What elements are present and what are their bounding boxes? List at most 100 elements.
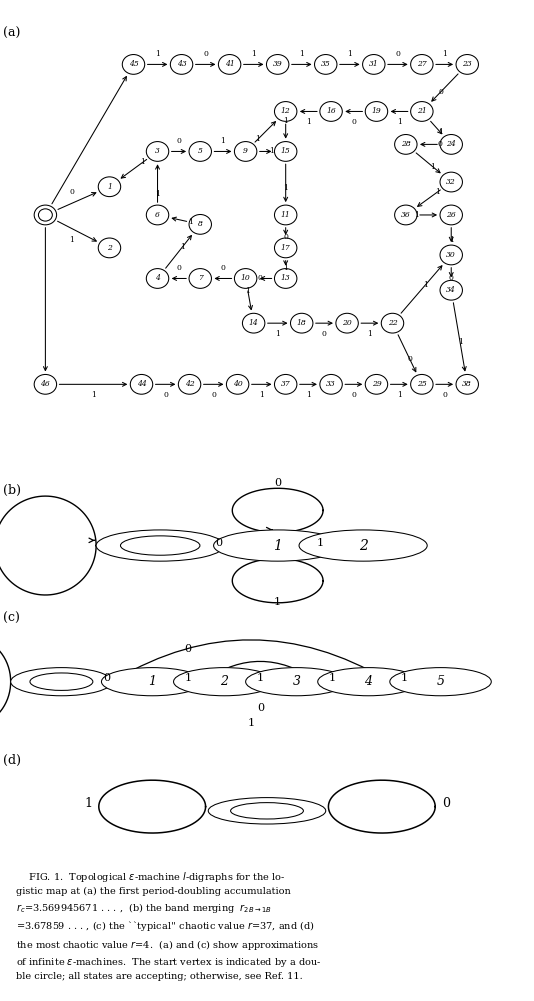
Circle shape — [274, 374, 297, 394]
Circle shape — [266, 54, 289, 74]
Circle shape — [38, 209, 52, 221]
Circle shape — [456, 374, 478, 394]
Text: 1: 1 — [397, 390, 402, 398]
Text: 8: 8 — [198, 220, 203, 228]
Circle shape — [274, 101, 297, 121]
Circle shape — [226, 374, 249, 394]
Circle shape — [456, 54, 478, 74]
Circle shape — [290, 313, 313, 333]
Circle shape — [234, 268, 257, 288]
Text: 1: 1 — [458, 338, 462, 346]
Text: 1: 1 — [414, 211, 419, 219]
Text: 2: 2 — [107, 244, 112, 252]
Circle shape — [121, 536, 200, 556]
Text: 0: 0 — [221, 264, 225, 272]
Text: 1: 1 — [91, 390, 96, 398]
Text: 1: 1 — [367, 329, 372, 337]
Text: 0: 0 — [395, 50, 400, 58]
Text: 1: 1 — [317, 538, 324, 548]
Circle shape — [320, 101, 342, 121]
Text: 41: 41 — [225, 60, 234, 68]
Text: FIG. 1.  Topological $\varepsilon$-machine $l$-digraphs for the lo-
gistic map a: FIG. 1. Topological $\varepsilon$-machin… — [16, 870, 321, 981]
Text: 0: 0 — [351, 390, 356, 398]
Text: 1: 1 — [84, 797, 92, 810]
Text: 33: 33 — [326, 380, 336, 388]
Text: 5: 5 — [198, 147, 203, 155]
Text: 0: 0 — [283, 232, 288, 240]
Text: 1: 1 — [155, 189, 160, 197]
Text: 45: 45 — [129, 60, 138, 68]
Circle shape — [411, 101, 433, 121]
Text: 14: 14 — [249, 319, 258, 327]
Text: 17: 17 — [281, 244, 290, 252]
Circle shape — [440, 280, 462, 300]
Text: 19: 19 — [372, 107, 381, 115]
Circle shape — [189, 268, 211, 288]
Text: 0: 0 — [215, 538, 223, 548]
Circle shape — [189, 141, 211, 161]
Circle shape — [381, 313, 404, 333]
Text: 1: 1 — [329, 674, 336, 684]
Text: 18: 18 — [297, 319, 307, 327]
Text: 7: 7 — [198, 274, 203, 282]
Text: 0: 0 — [322, 329, 327, 337]
Text: 30: 30 — [446, 251, 456, 259]
Text: 21: 21 — [417, 107, 427, 115]
Text: 1: 1 — [107, 183, 112, 191]
Circle shape — [274, 205, 297, 225]
Text: 0: 0 — [176, 264, 182, 272]
Circle shape — [440, 172, 462, 192]
Text: 22: 22 — [388, 319, 397, 327]
Circle shape — [170, 54, 193, 74]
Text: 0: 0 — [442, 797, 450, 810]
Circle shape — [315, 54, 337, 74]
Text: 43: 43 — [177, 60, 186, 68]
Text: (c): (c) — [3, 612, 20, 625]
Circle shape — [98, 177, 121, 196]
Text: 0: 0 — [449, 273, 454, 281]
Circle shape — [336, 313, 358, 333]
Circle shape — [390, 668, 491, 696]
Text: 1: 1 — [397, 118, 402, 126]
Text: 1: 1 — [438, 128, 443, 136]
Text: 10: 10 — [241, 274, 250, 282]
Circle shape — [274, 238, 297, 258]
Text: 1: 1 — [423, 281, 428, 289]
Circle shape — [234, 141, 257, 161]
Text: 1: 1 — [283, 117, 288, 125]
Text: 32: 32 — [446, 178, 456, 186]
Text: 0: 0 — [203, 50, 208, 58]
Text: 1: 1 — [299, 50, 304, 58]
Text: 1: 1 — [442, 50, 447, 58]
Circle shape — [242, 313, 265, 333]
Text: 1: 1 — [430, 163, 435, 171]
Text: 37: 37 — [281, 380, 290, 388]
Circle shape — [98, 238, 121, 258]
Circle shape — [320, 374, 342, 394]
Text: 1: 1 — [435, 188, 440, 196]
Text: 1: 1 — [306, 390, 311, 398]
Circle shape — [411, 54, 433, 74]
Text: 0: 0 — [176, 137, 182, 145]
Text: 0: 0 — [70, 187, 75, 195]
Circle shape — [318, 668, 419, 696]
Circle shape — [174, 668, 275, 696]
Circle shape — [299, 530, 427, 562]
Text: 26: 26 — [446, 211, 456, 219]
Circle shape — [365, 374, 388, 394]
Text: 1: 1 — [247, 718, 255, 728]
Text: 1: 1 — [269, 147, 274, 155]
Text: 29: 29 — [372, 380, 381, 388]
Circle shape — [214, 530, 342, 562]
Circle shape — [365, 101, 388, 121]
Text: 0: 0 — [407, 354, 412, 362]
Text: 1: 1 — [246, 286, 250, 294]
Text: 40: 40 — [233, 380, 242, 388]
Text: 2: 2 — [221, 676, 228, 688]
Text: 24: 24 — [446, 140, 456, 148]
Text: 6: 6 — [155, 211, 160, 219]
Circle shape — [208, 798, 326, 824]
Text: 3: 3 — [293, 676, 300, 688]
Text: 13: 13 — [281, 274, 290, 282]
Text: 1: 1 — [401, 674, 408, 684]
